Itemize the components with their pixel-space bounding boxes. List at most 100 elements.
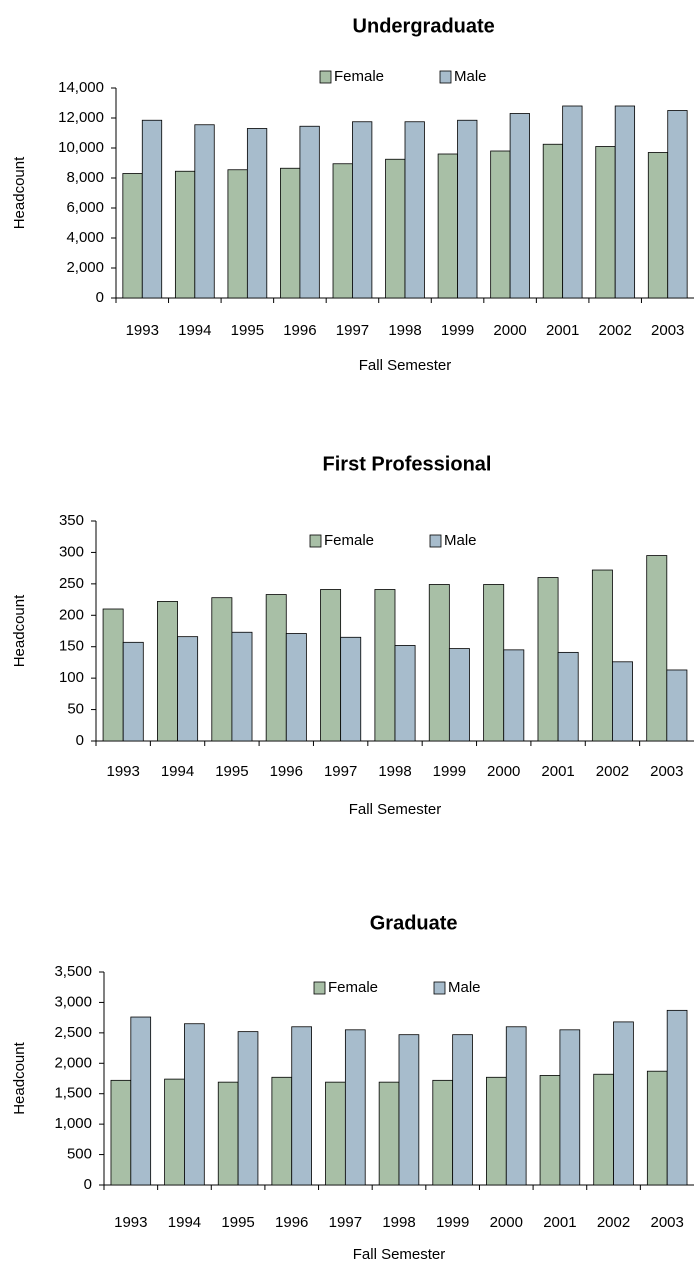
y-tick-label: 4,000 <box>66 229 104 246</box>
bar <box>505 1026 527 1186</box>
x-tick-label: 2002 <box>596 763 629 780</box>
bar <box>595 146 616 299</box>
y-tick-label: 150 <box>59 638 84 655</box>
bar <box>612 661 633 742</box>
bar <box>614 105 636 299</box>
bar <box>374 589 396 742</box>
y-tick-label: 0 <box>84 1176 92 1193</box>
bar <box>486 1076 507 1186</box>
legend-swatch <box>429 534 442 548</box>
legend-label: Female <box>328 979 378 996</box>
bar <box>448 648 470 742</box>
y-tick-label: 12,000 <box>58 109 104 126</box>
chart-title: Graduate <box>370 912 458 934</box>
bar <box>271 1076 293 1186</box>
bar <box>503 649 525 742</box>
x-tick-label: 2000 <box>487 763 520 780</box>
bar <box>646 1070 668 1186</box>
x-tick-label: 1996 <box>275 1214 308 1231</box>
y-tick-label: 1,500 <box>54 1085 92 1102</box>
bar <box>559 1029 581 1186</box>
bar <box>344 1029 366 1186</box>
x-tick-label: 1998 <box>378 763 411 780</box>
x-tick-label: 1994 <box>161 763 194 780</box>
bar <box>378 1081 400 1186</box>
bar <box>385 158 406 299</box>
x-axis-title: Fall Semester <box>349 801 442 818</box>
bar <box>562 105 583 299</box>
bar <box>325 1081 346 1186</box>
x-tick-label: 2000 <box>493 322 526 339</box>
bar <box>647 152 669 299</box>
x-tick-label: 2001 <box>543 1214 576 1231</box>
legend-swatch <box>439 70 452 84</box>
bar <box>217 1081 239 1186</box>
y-tick-label: 2,000 <box>54 1054 92 1071</box>
bar <box>432 1079 454 1186</box>
bar <box>184 1023 205 1186</box>
bar <box>539 1075 561 1186</box>
x-tick-label: 2001 <box>541 763 574 780</box>
x-tick-label: 1995 <box>221 1214 254 1231</box>
bar <box>246 128 268 299</box>
y-tick-label: 250 <box>59 575 84 592</box>
bar <box>122 173 143 299</box>
bar <box>291 1026 312 1186</box>
x-tick-label: 1999 <box>436 1214 469 1231</box>
x-tick-label: 1993 <box>106 763 139 780</box>
y-tick-label: 2,500 <box>54 1024 92 1041</box>
x-tick-label: 1994 <box>178 322 211 339</box>
bar <box>613 1021 634 1186</box>
bar <box>265 594 287 742</box>
x-tick-label: 2003 <box>650 1214 683 1231</box>
x-tick-label: 2003 <box>650 763 683 780</box>
bar <box>237 1031 259 1186</box>
y-tick-label: 3,000 <box>54 993 92 1010</box>
bar <box>164 1078 185 1186</box>
legend-label: Male <box>448 979 481 996</box>
y-tick-label: 100 <box>59 669 84 686</box>
bar <box>102 608 124 742</box>
bar <box>340 636 362 742</box>
bar <box>666 669 688 742</box>
bar <box>394 645 416 742</box>
bar <box>666 1009 688 1186</box>
bar <box>457 119 478 299</box>
x-tick-label: 2002 <box>598 322 631 339</box>
x-tick-label: 2003 <box>651 322 684 339</box>
bar <box>509 113 530 299</box>
x-tick-label: 1998 <box>388 322 421 339</box>
bar <box>483 584 505 742</box>
y-axis-title: Headcount <box>11 156 28 229</box>
bar <box>646 555 668 742</box>
bar <box>141 119 163 299</box>
y-tick-label: 1,000 <box>54 1115 92 1132</box>
chart-title: First Professional <box>323 453 492 475</box>
x-tick-label: 1995 <box>215 763 248 780</box>
bar <box>352 121 373 299</box>
legend-label: Female <box>324 532 374 549</box>
y-tick-label: 500 <box>67 1146 92 1163</box>
x-tick-label: 1994 <box>168 1214 201 1231</box>
x-axis-title: Fall Semester <box>353 1246 446 1263</box>
x-tick-label: 1997 <box>329 1214 362 1231</box>
bar <box>593 1073 614 1186</box>
bar <box>174 170 196 299</box>
y-tick-label: 3,500 <box>54 963 92 980</box>
x-tick-label: 1993 <box>126 322 159 339</box>
y-tick-label: 350 <box>59 512 84 529</box>
bar <box>227 169 248 299</box>
chart-title: Undergraduate <box>353 15 495 37</box>
bar <box>404 121 425 299</box>
y-axis-title: Headcount <box>11 1041 28 1114</box>
x-tick-label: 1996 <box>270 763 303 780</box>
bar <box>177 636 199 742</box>
x-tick-label: 1997 <box>336 322 369 339</box>
x-tick-label: 2001 <box>546 322 579 339</box>
y-tick-label: 200 <box>59 606 84 623</box>
y-tick-label: 14,000 <box>58 79 104 96</box>
x-tick-label: 1997 <box>324 763 357 780</box>
bar <box>490 150 511 299</box>
bar <box>320 589 342 742</box>
bar <box>280 167 301 299</box>
